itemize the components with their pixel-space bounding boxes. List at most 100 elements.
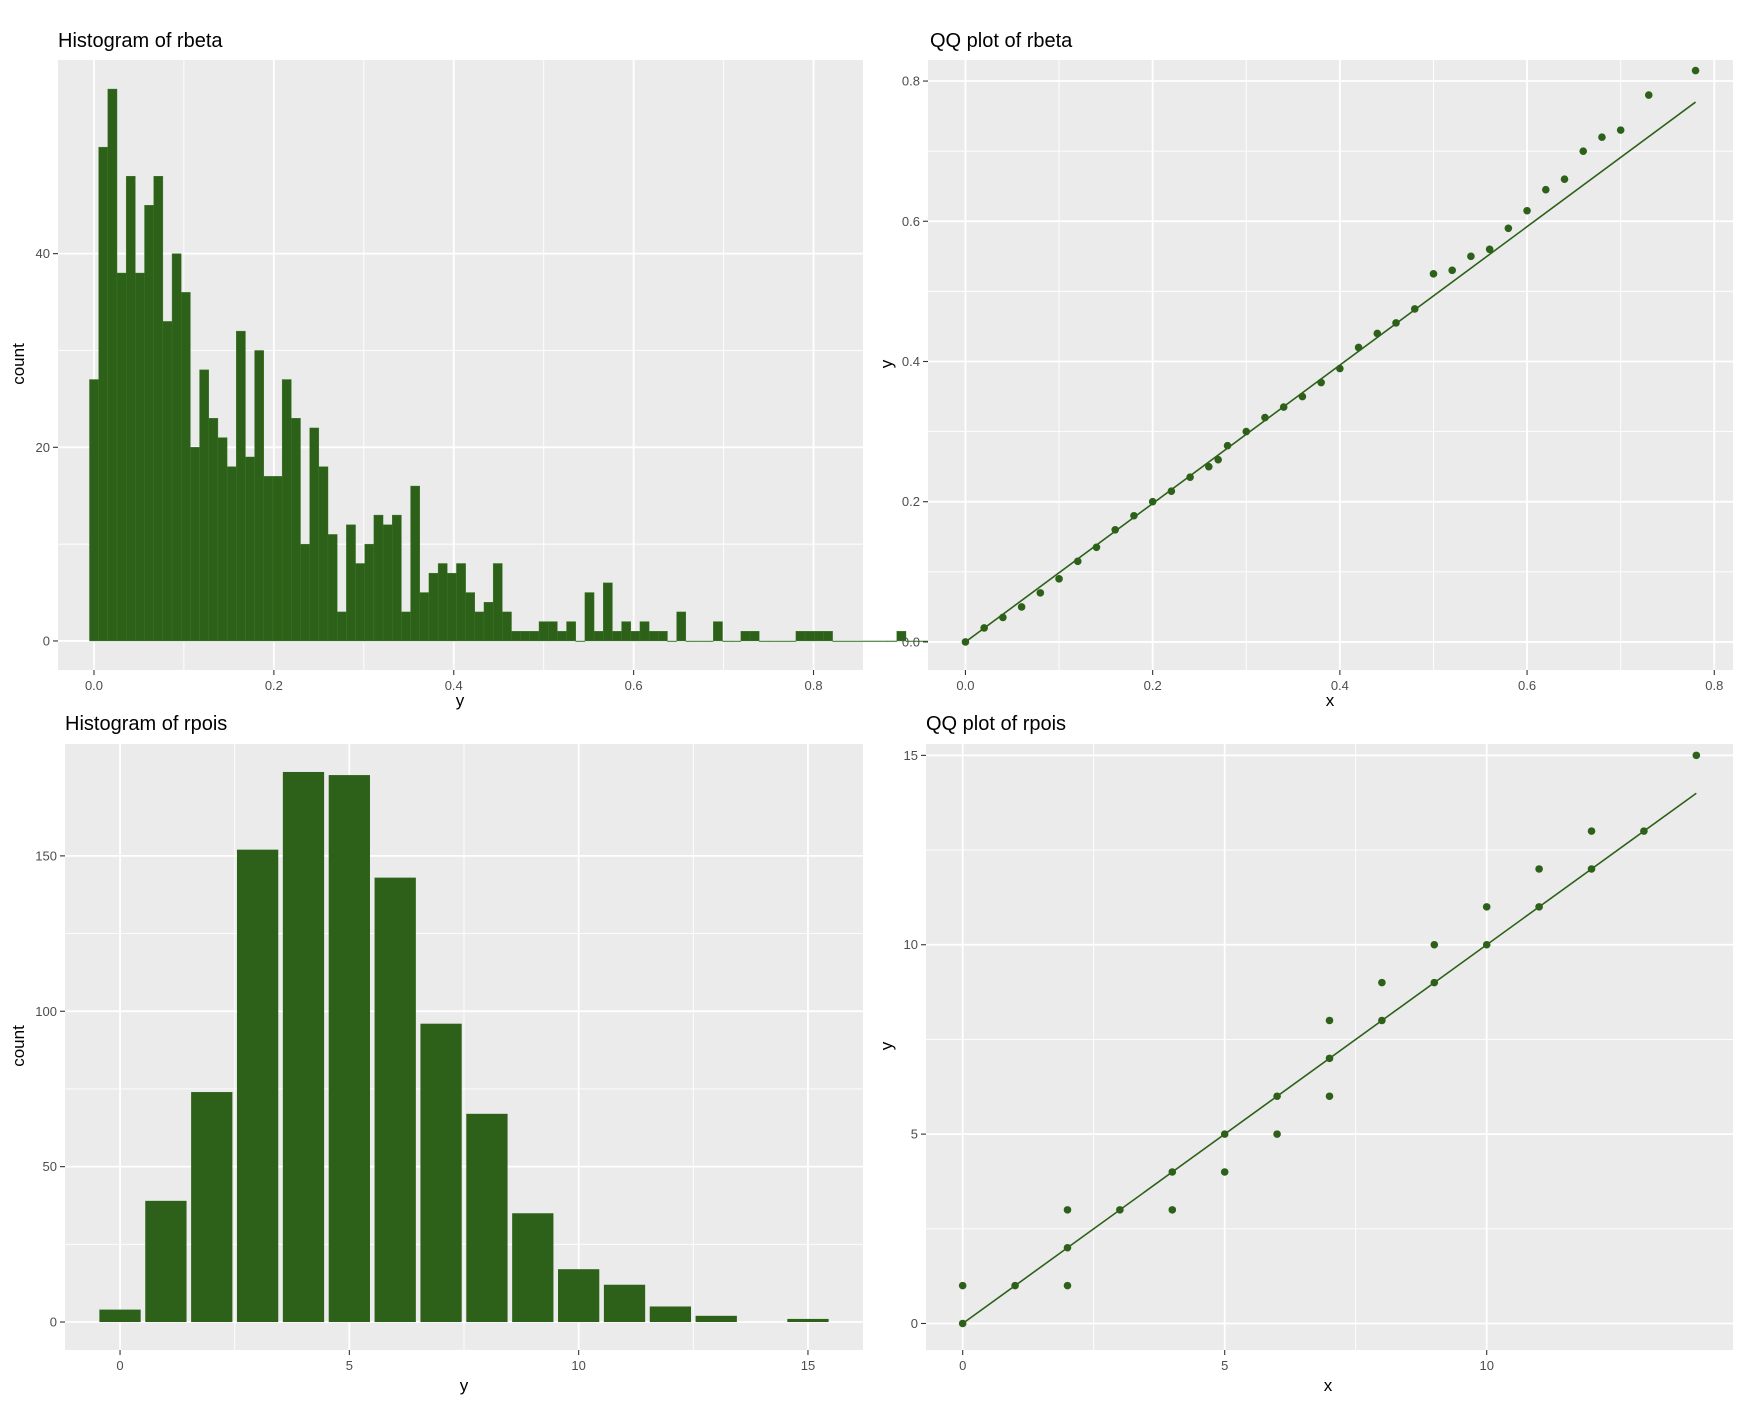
histogram-bar: [125, 175, 136, 642]
chart-title: QQ plot of rbeta: [930, 30, 1073, 52]
qq-point: [1063, 1243, 1072, 1252]
histogram-bar: [401, 611, 411, 642]
histogram-bar: [456, 563, 466, 642]
qq-point: [1504, 224, 1513, 233]
histogram-bar: [667, 640, 677, 642]
qq-point: [980, 624, 988, 632]
histogram-bar: [373, 514, 384, 642]
histogram-bar: [281, 379, 292, 642]
qq-point: [1111, 525, 1120, 534]
histogram-bar: [483, 602, 494, 642]
histogram-bar: [336, 611, 347, 642]
histogram-bar: [145, 1200, 187, 1323]
qq-point: [1092, 543, 1101, 552]
qq-point: [1063, 1281, 1072, 1290]
chart-histogram-rbeta: Histogram of rbeta y count 0.0 0.2 0.4 0.6 0…: [9, 30, 943, 710]
x-axis-title: y: [460, 1376, 469, 1395]
qq-point: [1485, 245, 1494, 254]
y-tick-label: 0.0: [902, 634, 920, 649]
qq-point: [1325, 1054, 1334, 1063]
qq-point: [1298, 392, 1307, 401]
qq-point: [1644, 91, 1653, 99]
y-tick-label: 40: [36, 246, 50, 261]
y-tick-label: 0.6: [902, 214, 920, 229]
qq-point: [1354, 343, 1363, 352]
chart-qq-rbeta: QQ plot of rbeta x y 0.0 0.2 0.4 0.6 0.8 0.0 0…: [877, 30, 1733, 710]
histogram-bar: [190, 447, 200, 642]
qq-point: [1392, 319, 1400, 327]
histogram-bar: [181, 292, 191, 642]
qq-point: [1691, 66, 1700, 75]
panel-background: [926, 744, 1733, 1350]
y-axis-title: y: [877, 359, 896, 368]
qq-point: [1130, 511, 1138, 520]
qq-point: [1148, 497, 1157, 506]
qq-point: [1579, 147, 1588, 155]
qq-point: [1063, 1206, 1072, 1214]
histogram-bar: [558, 1269, 600, 1323]
x-tick-label: 0.2: [1144, 678, 1162, 693]
qq-point: [1055, 575, 1063, 583]
qq-point: [1073, 557, 1082, 566]
qq-point: [1273, 1130, 1281, 1138]
histogram-bar: [410, 485, 420, 642]
histogram-bar: [878, 640, 888, 642]
chart-qq-rpois: QQ plot of rpois x y 0 5 10 0 5 10 15: [877, 713, 1733, 1395]
qq-point: [1429, 270, 1438, 278]
histogram-bar: [547, 621, 558, 642]
y-tick-label: 10: [904, 937, 918, 952]
qq-point: [1430, 940, 1439, 949]
qq-point: [1220, 1130, 1229, 1138]
histogram-bar: [492, 563, 503, 642]
qq-point: [1587, 827, 1596, 835]
histogram-bar: [191, 1092, 233, 1323]
qq-point: [1336, 364, 1344, 373]
histogram-bar: [566, 621, 576, 642]
qq-point: [1168, 1206, 1177, 1214]
qq-point: [961, 638, 970, 646]
histogram-bar: [612, 631, 622, 642]
histogram-bar: [99, 1309, 141, 1323]
qq-point: [1116, 1206, 1124, 1214]
histogram-bar: [557, 631, 567, 642]
histogram-bar: [98, 146, 109, 642]
x-tick-label: 0.8: [1705, 678, 1723, 693]
histogram-bar: [328, 775, 370, 1323]
histogram-bar: [731, 640, 742, 642]
histogram-bar: [420, 1023, 462, 1323]
histogram-bar: [309, 427, 320, 642]
histogram-bar: [520, 631, 531, 642]
y-tick-label: 0.2: [902, 494, 920, 509]
histogram-bar: [584, 592, 595, 642]
histogram-bar: [703, 640, 714, 642]
qq-point: [1560, 175, 1569, 183]
y-tick-label: 0: [50, 1315, 57, 1330]
histogram-bar: [474, 611, 485, 642]
qq-point: [1482, 903, 1491, 911]
histogram-bar: [869, 640, 879, 642]
histogram-bar: [392, 514, 402, 642]
histogram-bar: [603, 582, 613, 642]
chart-title: Histogram of rpois: [65, 713, 227, 735]
histogram-bar: [841, 640, 852, 642]
y-tick-label: 20: [36, 440, 50, 455]
histogram-bar: [603, 1284, 646, 1323]
qq-point: [1482, 940, 1491, 949]
y-tick-label: 15: [904, 748, 918, 763]
y-tick-label: 150: [35, 848, 57, 863]
panel-background: [928, 60, 1733, 670]
histogram-bar: [236, 330, 246, 642]
histogram-bar: [263, 476, 274, 642]
histogram-bar: [630, 631, 641, 642]
histogram-bar: [658, 631, 668, 642]
histogram-bar: [502, 611, 512, 642]
x-tick-label: 0: [959, 1358, 966, 1373]
qq-point: [1640, 827, 1648, 835]
histogram-bar: [575, 640, 586, 642]
qq-point: [1448, 266, 1456, 275]
histogram-bar: [538, 621, 549, 642]
histogram-bar: [768, 640, 778, 642]
histogram-bar: [428, 572, 439, 642]
histogram-bar: [722, 640, 732, 642]
